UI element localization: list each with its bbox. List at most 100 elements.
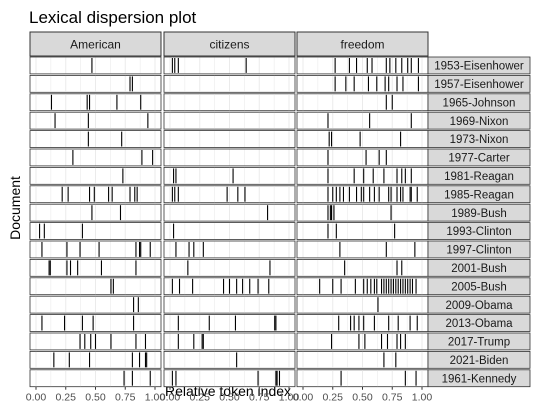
facet-american: American 0.00 0.25 0.50 0.75 1.00 — [26, 31, 166, 404]
panel-row — [163, 258, 296, 277]
panel-row — [163, 93, 296, 112]
panel-row — [29, 258, 162, 277]
document-strip: 1985-Reagan — [427, 185, 531, 204]
document-label: 1981-Reagan — [444, 171, 514, 183]
panel-row — [163, 203, 296, 222]
panel-row — [296, 166, 429, 185]
x-tick-label: 0.00 — [293, 392, 314, 404]
facet-panels: American 0.00 0.25 0.50 0.75 1.00 citizens 0.00… — [26, 31, 433, 404]
panel-row — [296, 369, 429, 388]
x-tick-label: 0.25 — [323, 392, 344, 404]
x-tick-label: 0.00 — [160, 392, 181, 404]
panel-row — [29, 295, 162, 314]
document-label: 1965-Johnson — [443, 97, 516, 109]
document-strip-background — [427, 185, 531, 204]
document-strip: 1981-Reagan — [427, 166, 531, 185]
x-tick-label: 1.00 — [145, 392, 166, 404]
panel-row — [296, 240, 429, 259]
panel-row — [163, 111, 296, 130]
x-tick-label: 0.75 — [115, 392, 136, 404]
document-strip-background — [427, 93, 531, 112]
panel-row — [296, 185, 429, 204]
panel-row — [163, 56, 296, 75]
x-tick-label: 0.25 — [56, 392, 77, 404]
panel-row — [296, 111, 429, 130]
panel-row — [29, 93, 162, 112]
x-tick-label: 1.00 — [412, 392, 433, 404]
document-label: 2009-Obama — [445, 300, 513, 312]
facet-strip — [163, 31, 296, 57]
panel-row — [296, 332, 429, 351]
x-tick-label: 1.00 — [279, 392, 300, 404]
document-strip-background — [427, 332, 531, 351]
document-strip: 2017-Trump — [427, 332, 531, 351]
document-strip: 2013-Obama — [427, 314, 531, 332]
document-strip-background — [427, 56, 531, 75]
document-label: 2005-Bush — [451, 281, 507, 293]
panel-row — [163, 350, 296, 369]
document-strip-background — [427, 148, 531, 167]
document-strip: 1997-Clinton — [427, 240, 531, 259]
facet-label: citizens — [209, 38, 249, 52]
document-strip: 1989-Bush — [427, 203, 531, 222]
panel-row — [296, 56, 429, 75]
panel-row — [29, 240, 162, 259]
document-label: 1977-Carter — [448, 153, 510, 165]
document-strip-background — [427, 111, 531, 130]
document-strip: 1977-Carter — [427, 148, 531, 167]
panel-row — [29, 148, 162, 167]
panel-row — [29, 130, 162, 148]
facet-strip — [296, 31, 429, 57]
document-strip: 1953-Eisenhower — [427, 56, 531, 75]
panel-row — [29, 111, 162, 130]
document-label: 1957-Eisenhower — [434, 79, 524, 91]
document-strip-background — [427, 314, 531, 332]
document-strip: 2009-Obama — [427, 295, 531, 314]
panel-row — [29, 222, 162, 240]
panel-row — [296, 203, 429, 222]
panel-row — [29, 314, 162, 332]
document-strip: 1973-Nixon — [427, 130, 531, 148]
panel-row — [296, 314, 429, 332]
panel-row — [163, 130, 296, 148]
panel-row — [163, 222, 296, 240]
panel-row — [163, 75, 296, 93]
x-tick-label: 0.50 — [85, 392, 106, 404]
document-strip: 1957-Eisenhower — [427, 75, 531, 93]
panel-row — [163, 314, 296, 332]
x-tick-label: 0.25 — [190, 392, 211, 404]
panel-row — [29, 277, 162, 296]
document-strip-background — [427, 240, 531, 259]
document-strips: 1953-Eisenhower 1957-Eisenhower 1965-Johns… — [427, 56, 531, 388]
panel-row — [163, 332, 296, 351]
panel-row — [296, 295, 429, 314]
document-label: 2013-Obama — [445, 318, 513, 330]
document-strip-background — [427, 203, 531, 222]
panel-row — [296, 277, 429, 296]
panel-row — [296, 258, 429, 277]
document-strip-background — [427, 222, 531, 240]
document-strip-background — [427, 130, 531, 148]
document-strip: 1965-Johnson — [427, 93, 531, 112]
panel-row — [296, 75, 429, 93]
panel-row — [29, 166, 162, 185]
document-label: 1989-Bush — [451, 208, 507, 220]
panel-row — [29, 332, 162, 351]
document-strip: 2005-Bush — [427, 277, 531, 296]
facet-label: American — [70, 38, 121, 52]
panel-row — [29, 203, 162, 222]
panel-row — [163, 369, 296, 388]
document-label: 1997-Clinton — [446, 245, 511, 257]
document-label: 1953-Eisenhower — [434, 61, 524, 73]
panel-row — [296, 350, 429, 369]
panel-row — [296, 148, 429, 167]
document-strip-background — [427, 369, 531, 388]
facet-label: freedom — [340, 38, 384, 52]
panel-row — [29, 75, 162, 93]
facet-citizens: citizens 0.00 0.25 0.50 0.75 1.00 — [160, 31, 300, 404]
x-tick-label: 0.75 — [249, 392, 270, 404]
document-label: 2021-Biden — [450, 355, 509, 367]
panel-row — [29, 185, 162, 204]
document-strip-background — [427, 295, 531, 314]
